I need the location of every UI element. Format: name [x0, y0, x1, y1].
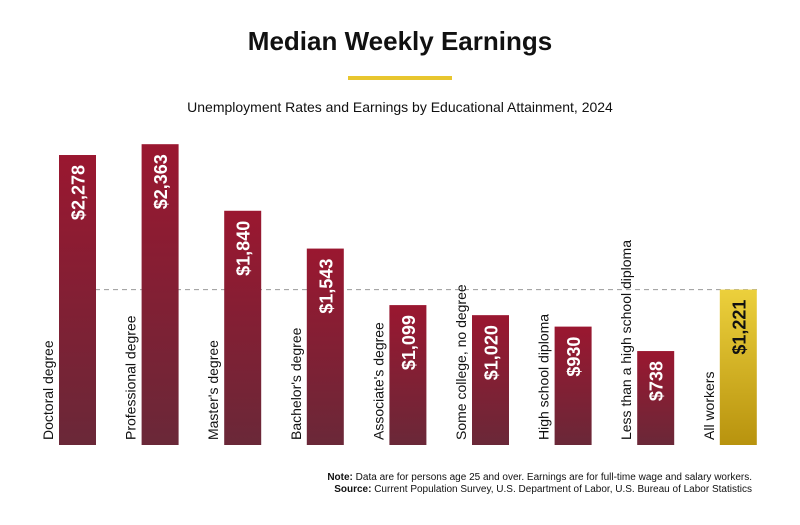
value-label: $1,099: [399, 315, 419, 370]
bar: [554, 326, 592, 445]
bar: [224, 210, 262, 445]
value-label: $2,278: [69, 165, 89, 220]
bar: [472, 315, 509, 445]
chart-subtitle: Unemployment Rates and Earnings by Educa…: [187, 99, 613, 115]
category-label: Master's degree: [205, 340, 221, 440]
chart-title: Median Weekly Earnings: [248, 26, 552, 56]
bar: [637, 351, 675, 445]
category-label: Doctoral degree: [40, 340, 56, 440]
value-label: $930: [564, 337, 584, 377]
category-label: All workers: [701, 372, 717, 440]
value-label: $1,020: [482, 325, 502, 380]
value-label: $1,221: [729, 300, 749, 355]
source: Source: Current Population Survey, U.S. …: [334, 484, 752, 495]
value-label: $1,840: [234, 221, 254, 276]
value-label: $2,363: [151, 154, 171, 209]
category-label: Professional degree: [123, 315, 139, 440]
note: Note: Data are for persons age 25 and ov…: [327, 472, 752, 483]
category-label: Associate's degree: [370, 322, 386, 440]
value-label: $1,543: [316, 259, 336, 314]
category-label: High school diploma: [536, 314, 552, 440]
bar: [59, 155, 96, 445]
category-label: Some college, no degree: [453, 284, 469, 440]
bar: [306, 248, 344, 445]
bar: [389, 305, 427, 445]
title-underline: [348, 76, 452, 80]
note-label: Note:: [327, 472, 353, 483]
note-text: Data are for persons age 25 and over. Ea…: [356, 472, 752, 483]
category-label: Bachelor's degree: [288, 327, 304, 440]
bar: [719, 289, 757, 445]
category-label: Less than a high school diploma: [618, 240, 634, 440]
source-label: Source:: [334, 484, 371, 495]
value-label: $738: [647, 361, 667, 401]
bar: [141, 144, 179, 445]
source-text: Current Population Survey, U.S. Departme…: [374, 484, 752, 495]
